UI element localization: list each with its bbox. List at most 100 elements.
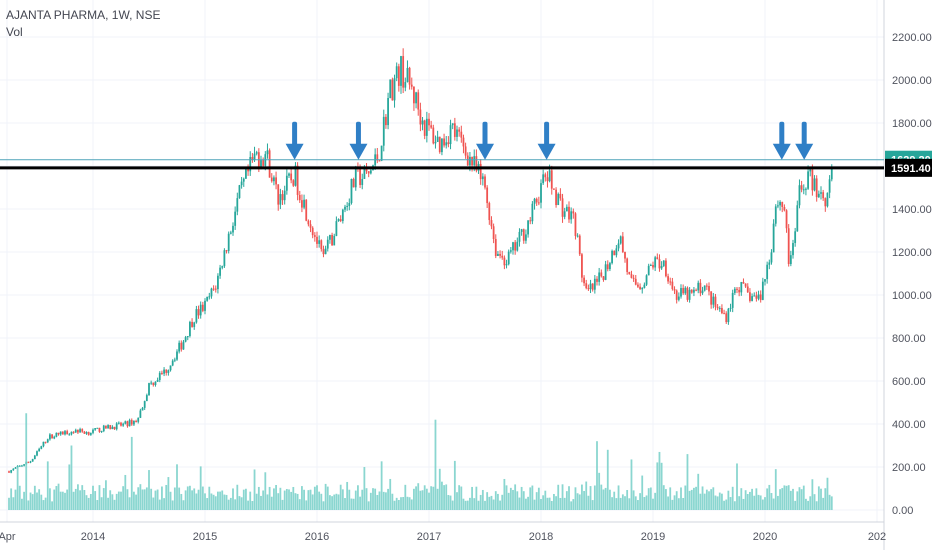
volume-bar [434,419,437,510]
candle-body [163,369,165,374]
volume-bar [245,488,247,510]
volume-bar [408,497,411,510]
candle-body [777,205,779,207]
volume-bar [18,485,21,510]
volume-bar [425,488,428,510]
volume-bar [214,496,217,510]
candle-body [561,198,564,217]
candle-body [589,283,592,290]
volume-bar [251,501,254,510]
volume-bar [736,463,738,510]
volume-bar [339,484,342,510]
candle-body [787,228,790,265]
volume-bar [120,491,122,510]
candle-body [85,432,88,434]
volume-bar [458,485,461,510]
volume-bar [529,487,532,510]
candle-body [497,253,499,256]
candle-body [320,240,323,250]
candle-body [204,300,206,311]
candle-body [130,420,133,425]
volume-bar [365,488,368,510]
volume-bar [596,441,598,510]
volume-bar [335,493,338,510]
volume-bar [130,436,133,510]
candle-body [182,341,185,350]
candle-body [626,258,629,272]
resistance-price-label: 1591.40 [891,163,931,175]
volume-bar [307,490,310,510]
candle-body [133,420,135,425]
x-tick-label: 2018 [529,531,553,543]
volume-bar [38,489,41,510]
volume-bar [184,490,187,510]
volume-bar [46,461,49,510]
volume-bar [757,494,760,510]
volume-bar [281,499,284,510]
candle-body [236,198,239,212]
volume-bar [193,488,196,510]
volume-bar [471,486,473,510]
candle-body [802,189,805,191]
volume-bar [44,497,47,510]
volume-bar [36,492,38,510]
candle-body [419,109,422,125]
candle-body [520,229,523,232]
volume-bar [516,491,519,510]
candle-body [61,431,64,435]
candle-body [169,365,172,371]
candle-body [421,120,424,125]
volume-bar [367,501,370,510]
volume-bar [369,492,372,510]
down-arrow-icon [537,121,556,160]
candle-body [615,248,618,256]
candle-body [128,420,131,427]
volume-bar [395,497,398,510]
candle-body [576,235,579,237]
volume-bar [677,498,680,510]
candle-body [585,283,588,289]
volume-bar [488,496,491,510]
volume-bar [525,498,527,510]
volume-bar [460,486,463,510]
volume-bar [667,496,669,510]
volume-bar [400,497,402,510]
volume-bar [268,486,271,510]
candle-body [10,470,13,473]
volume-bar [449,495,452,510]
volume-bar [158,499,161,510]
volume-bar [232,488,234,510]
volume-bar [785,485,788,510]
volume-bar [652,498,654,510]
volume-bar [382,491,385,510]
candle-body [503,257,506,266]
candle-body [736,288,738,290]
volume-bar [546,497,549,510]
candle-body [613,250,616,256]
candle-body [251,156,254,160]
candle-body [572,211,575,214]
volume-bar [389,478,392,510]
volume-bar [21,498,23,510]
candle-body [385,116,387,126]
candle-body [273,177,275,182]
candle-body [301,200,303,208]
candle-body [555,189,557,206]
candle-body [242,178,245,182]
volume-bar [260,495,262,510]
volume-bar [320,493,323,510]
volume-bar [8,497,10,510]
candle-body [285,175,288,191]
volume-bar [585,481,588,510]
candle-body [632,277,635,279]
candle-body [557,193,560,206]
volume-bar [578,494,581,510]
candle-body [680,288,682,297]
down-arrow-icon [476,121,494,160]
candle-body [527,220,529,235]
candle-body [501,255,504,258]
volume-bar [64,492,66,510]
volume-bar [453,460,456,510]
